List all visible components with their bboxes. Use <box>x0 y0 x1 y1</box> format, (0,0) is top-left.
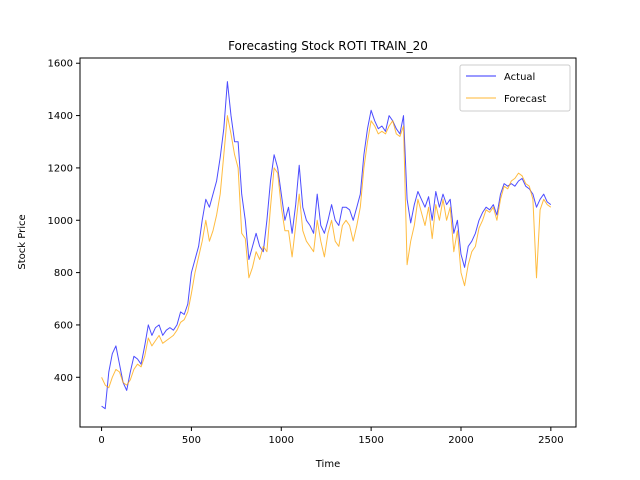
x-tick-label: 2000 <box>448 435 473 446</box>
series-line-forecast <box>101 115 552 389</box>
legend-label-forecast: Forecast <box>504 94 546 105</box>
y-tick-label: 1200 <box>48 163 73 174</box>
x-tick-label: 0 <box>98 435 104 446</box>
y-tick-label: 1000 <box>48 216 73 227</box>
chart-title: Forecasting Stock ROTI TRAIN_20 <box>228 39 428 53</box>
legend-label-actual: Actual <box>504 72 535 83</box>
x-axis-label: Time <box>315 459 340 470</box>
plot-frame <box>79 57 577 428</box>
x-tick-label: 500 <box>182 435 201 446</box>
series-line-actual <box>101 81 552 410</box>
x-tick-label: 1500 <box>358 435 383 446</box>
y-tick-label: 600 <box>54 320 73 331</box>
plot-background <box>80 58 576 427</box>
series-layer <box>101 81 552 410</box>
legend: Actual Forecast <box>459 64 571 112</box>
y-tick-label: 1400 <box>48 111 73 122</box>
x-tick-label: 1000 <box>269 435 294 446</box>
plot-area <box>79 57 577 428</box>
x-axis: 0 500 1000 1500 2000 2500 <box>98 427 564 446</box>
y-tick-label: 400 <box>54 373 73 384</box>
y-tick-label: 1600 <box>48 59 73 70</box>
y-tick-label: 800 <box>54 268 73 279</box>
y-axis: 400 600 800 1000 1200 1400 1600 <box>48 59 80 384</box>
y-axis-label: Stock Price <box>17 214 28 269</box>
x-tick-label: 2500 <box>538 435 563 446</box>
